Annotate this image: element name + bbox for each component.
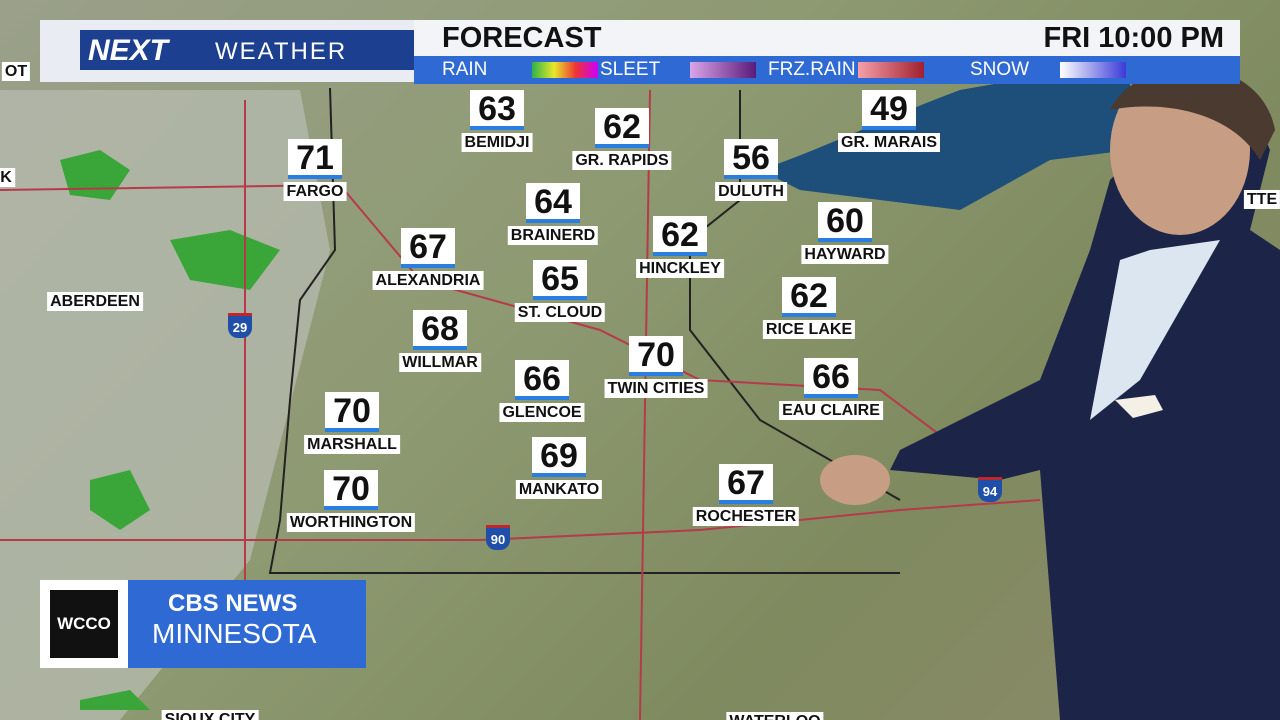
city-name: FARGO bbox=[283, 182, 347, 201]
city-name: GLENCOE bbox=[499, 403, 585, 422]
temperature: 49 bbox=[862, 90, 916, 130]
temperature: 66 bbox=[804, 358, 858, 398]
city-name: MARSHALL bbox=[304, 435, 400, 454]
city-name: TWIN CITIES bbox=[604, 379, 708, 398]
network-box: CBS NEWS MINNESOTA bbox=[128, 580, 366, 668]
temperature: 62 bbox=[653, 216, 707, 256]
city-name: ALEXANDRIA bbox=[372, 271, 484, 290]
highway-shield: 94 bbox=[978, 477, 1002, 502]
temperature: 71 bbox=[288, 139, 342, 179]
legend-swatch bbox=[858, 62, 924, 78]
title-bar: FORECAST FRI 10:00 PM bbox=[414, 20, 1240, 56]
temperature: 63 bbox=[470, 90, 524, 130]
temperature: 68 bbox=[413, 310, 467, 350]
city-name: WORTHINGTON bbox=[286, 513, 416, 532]
city-name: HINCKLEY bbox=[636, 259, 724, 278]
station-call: WCCO bbox=[50, 590, 118, 658]
brand: NEXT bbox=[88, 34, 169, 67]
legend-swatch bbox=[690, 62, 756, 78]
brand-box: NEXT WEATHER bbox=[80, 30, 422, 70]
legend-label: RAIN bbox=[442, 59, 488, 80]
legend-bar: RAIN SLEET FRZ.RAIN SNOW bbox=[414, 56, 1240, 84]
map-label: K bbox=[0, 168, 15, 187]
temperature: 64 bbox=[526, 183, 580, 223]
title: FORECAST bbox=[442, 22, 602, 54]
city-name: RICE LAKE bbox=[762, 320, 856, 339]
region: MINNESOTA bbox=[152, 618, 317, 649]
highway-shield: 90 bbox=[486, 525, 510, 550]
legend-label: SNOW bbox=[970, 59, 1030, 80]
city-name: BRAINERD bbox=[507, 226, 599, 245]
station-box: WCCO bbox=[40, 580, 128, 668]
city-name: GR. MARAIS bbox=[838, 133, 940, 152]
city-name: MANKATO bbox=[515, 480, 603, 499]
brand-panel: NEXT WEATHER bbox=[40, 20, 422, 82]
temperature: 70 bbox=[629, 336, 683, 376]
temperature: 67 bbox=[719, 464, 773, 504]
temperature: 65 bbox=[533, 260, 587, 300]
highway-shield: 29 bbox=[228, 313, 252, 338]
temperature: 69 bbox=[532, 437, 586, 477]
temperature: 67 bbox=[401, 228, 455, 268]
city-name: WILLMAR bbox=[399, 353, 481, 372]
legend-swatch bbox=[532, 62, 598, 78]
map-label: ABERDEEN bbox=[47, 292, 143, 311]
temperature: 62 bbox=[782, 277, 836, 317]
city-name: ST. CLOUD bbox=[514, 303, 606, 322]
legend-label: SLEET bbox=[600, 59, 661, 80]
temperature: 60 bbox=[818, 202, 872, 242]
temperature: 70 bbox=[324, 470, 378, 510]
city-name: GR. RAPIDS bbox=[572, 151, 672, 170]
temperature: 66 bbox=[515, 360, 569, 400]
network: CBS NEWS bbox=[168, 590, 298, 617]
brand-sub: WEATHER bbox=[215, 38, 348, 65]
city-name: DULUTH bbox=[715, 182, 787, 201]
legend-label: FRZ.RAIN bbox=[768, 59, 856, 80]
temperature: 62 bbox=[595, 108, 649, 148]
temperature: 70 bbox=[325, 392, 379, 432]
city-name: EAU CLAIRE bbox=[779, 401, 883, 420]
map-label: OT bbox=[1, 62, 31, 81]
time: FRI 10:00 PM bbox=[1043, 22, 1225, 54]
map-label: WATERLOO bbox=[726, 712, 824, 720]
temperature: 56 bbox=[724, 139, 778, 179]
legend-swatch bbox=[1060, 62, 1126, 78]
city-name: HAYWARD bbox=[801, 245, 889, 264]
city-name: ROCHESTER bbox=[692, 507, 800, 526]
city-name: BEMIDJI bbox=[461, 133, 533, 152]
map-label: SIOUX CITY bbox=[161, 710, 259, 720]
map-label: TTE bbox=[1243, 190, 1280, 209]
